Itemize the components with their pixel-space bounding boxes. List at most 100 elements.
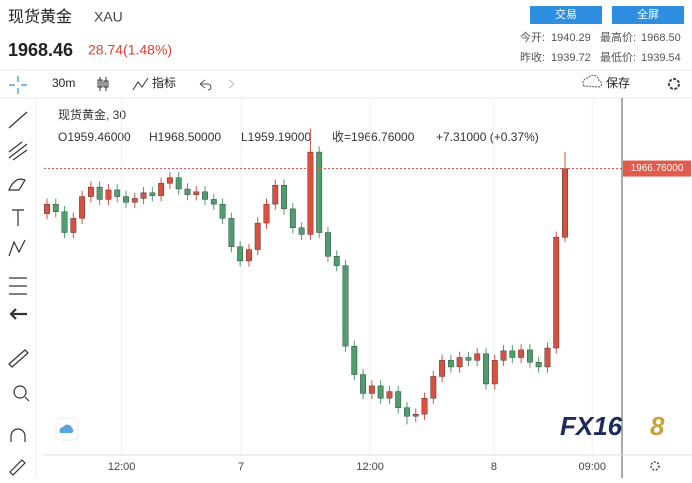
candle-body — [439, 360, 446, 377]
candle-body — [447, 360, 454, 368]
x-tick-label: 12:00 — [108, 461, 136, 473]
save-button[interactable]: 保存 — [606, 76, 630, 90]
candle-body — [544, 347, 551, 368]
candle-body — [184, 188, 191, 195]
candle-body — [333, 256, 340, 266]
trade-button[interactable] — [530, 6, 602, 24]
stat-value: 1940.29 — [551, 32, 591, 44]
ruler-tool[interactable] — [8, 349, 29, 368]
candle-body — [316, 151, 323, 233]
stat-label: 昨收: — [520, 50, 545, 64]
candle-body — [491, 360, 498, 385]
watermark: FX16 — [560, 411, 623, 441]
candle-body — [166, 177, 173, 184]
candle-body — [123, 196, 129, 203]
x-tick-label: 8 — [491, 461, 497, 473]
stat-label: 今开: — [520, 30, 545, 44]
candle-body — [254, 222, 261, 250]
candle-body — [263, 203, 270, 224]
drawing-tools — [8, 76, 30, 476]
measure-tool[interactable] — [9, 277, 27, 295]
candle-body — [483, 353, 489, 385]
candle-type-icon[interactable] — [97, 77, 109, 91]
zoom-tool[interactable] — [13, 385, 30, 402]
trade-button-label[interactable]: 交易 — [555, 7, 577, 21]
candle-body — [526, 349, 533, 363]
candle-body — [395, 391, 402, 408]
candle-body — [131, 198, 138, 203]
stat-value: 1968.50 — [641, 32, 681, 44]
candle-body — [518, 349, 525, 358]
candle-body — [149, 192, 156, 196]
settings-icon[interactable] — [668, 78, 680, 90]
candle-body — [52, 203, 59, 212]
legend-item: L1959.19000 — [241, 130, 311, 144]
candle-body — [70, 218, 77, 233]
indicator-icon[interactable] — [132, 77, 149, 91]
fullscreen-button[interactable] — [612, 6, 684, 24]
pattern-tool[interactable] — [8, 239, 26, 257]
price-tag-label: 1966.76000 — [631, 163, 684, 174]
candle-body — [404, 407, 410, 417]
candle-body — [351, 345, 358, 375]
candle-body — [298, 227, 305, 235]
x-tick-label: 12:00 — [356, 461, 384, 473]
candle-body — [412, 414, 419, 417]
legend-item: 收=1966.76000 — [332, 130, 415, 144]
candle-body — [219, 203, 226, 219]
interval-button[interactable]: 30m — [52, 76, 75, 90]
pencil-tool[interactable] — [9, 459, 26, 476]
x-tick-label: 7 — [238, 461, 244, 473]
candle-body — [430, 376, 437, 399]
stat-label: 最高价: — [600, 30, 636, 44]
candle-body — [210, 199, 217, 205]
legend-title: 现货黄金, 30 — [58, 107, 126, 122]
candle-body — [368, 385, 375, 394]
magnet-tool[interactable] — [10, 428, 26, 442]
candle-body — [61, 211, 68, 233]
candle-body — [465, 357, 472, 361]
candle-body — [105, 189, 112, 200]
candle-body — [79, 196, 86, 219]
candle-body — [272, 184, 279, 205]
legend-item: +7.31000 (+0.37%) — [436, 130, 539, 144]
stat-value: 1939.54 — [641, 52, 681, 64]
candle-body — [281, 184, 287, 210]
crosshair-tool[interactable] — [9, 76, 27, 94]
candle-body — [307, 151, 314, 235]
fullscreen-button-label[interactable]: 全屏 — [637, 7, 659, 21]
indicator-button[interactable]: 指标 — [152, 75, 176, 90]
candle-body — [96, 186, 103, 200]
candle-body — [509, 350, 516, 358]
redo-icon[interactable] — [228, 79, 235, 89]
candle-body — [87, 186, 94, 197]
candle-body — [228, 218, 235, 247]
price: 1968.46 — [8, 40, 73, 60]
undo-icon[interactable] — [199, 79, 212, 91]
axis-settings-icon[interactable] — [650, 461, 660, 471]
candle-body — [175, 177, 182, 190]
candle-body — [193, 191, 200, 195]
candle-body — [325, 232, 331, 257]
candle-body — [535, 362, 542, 368]
text-tool[interactable] — [12, 209, 24, 226]
candle-body — [421, 398, 428, 415]
fib-tool[interactable] — [8, 141, 28, 161]
candle-body — [456, 357, 463, 368]
candle-body — [237, 246, 244, 262]
cloud-icon[interactable] — [582, 74, 603, 88]
candle-body — [500, 350, 507, 361]
watermark-accent: 8 — [650, 411, 665, 441]
instrument-name: 现货黄金 — [8, 8, 72, 26]
candle-body — [44, 203, 50, 214]
candle-body — [474, 353, 481, 361]
brush-tool[interactable] — [8, 178, 26, 191]
candle-body — [158, 183, 165, 196]
stat-value: 1939.72 — [551, 52, 591, 64]
candle-body — [562, 168, 568, 238]
back-tool[interactable] — [9, 308, 27, 320]
line-tool[interactable] — [8, 111, 28, 129]
candle-body — [289, 208, 296, 229]
